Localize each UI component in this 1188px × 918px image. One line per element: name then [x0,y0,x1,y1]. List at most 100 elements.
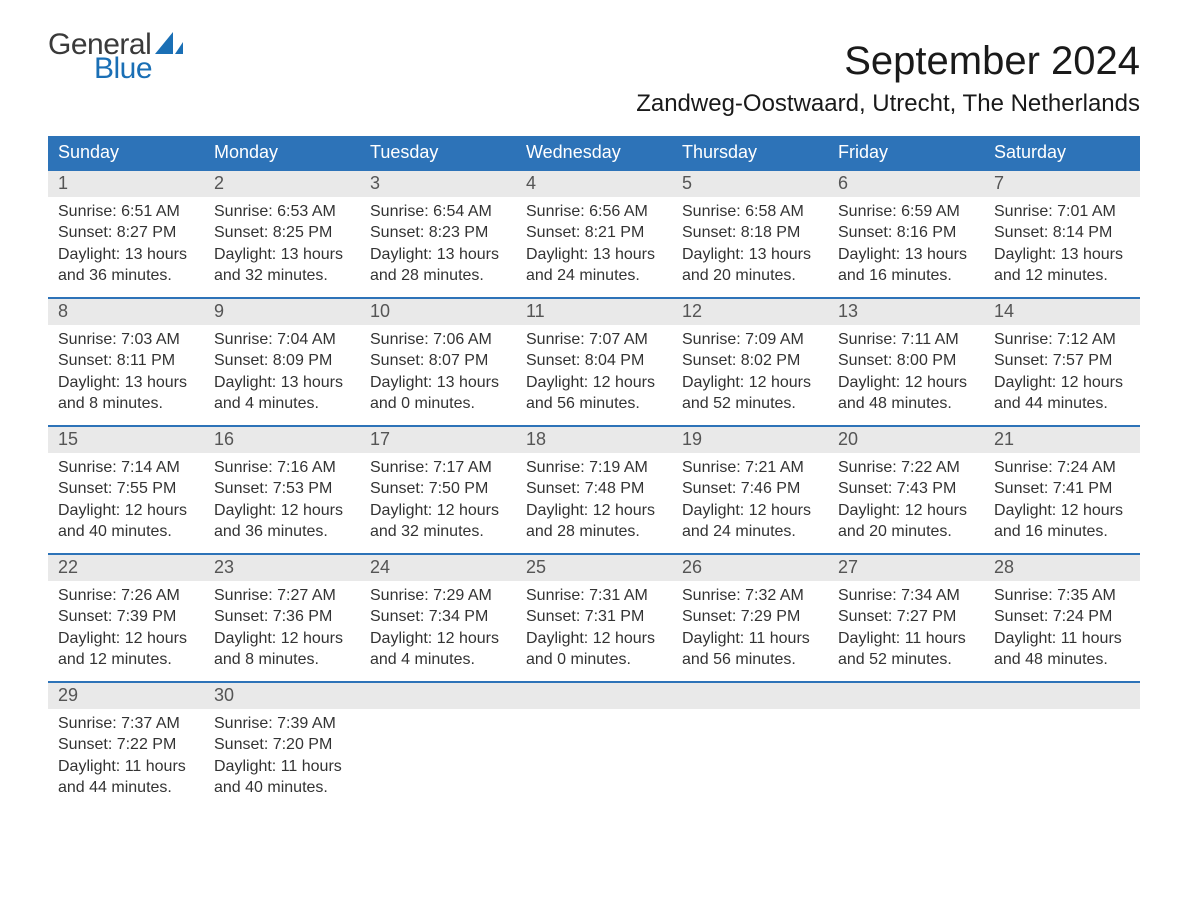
day-number: 8 [48,299,204,325]
day-number: 16 [204,427,360,453]
day-daylight2: and 44 minutes. [58,777,194,799]
day-daylight1: Daylight: 12 hours [682,500,818,522]
col-thursday: Thursday [672,136,828,170]
day-daylight1: Daylight: 13 hours [214,244,350,266]
day-daylight2: and 12 minutes. [994,265,1130,287]
day-sunrise: Sunrise: 7:01 AM [994,201,1130,223]
day-daylight2: and 20 minutes. [682,265,818,287]
day-cell [516,682,672,810]
day-daylight2: and 20 minutes. [838,521,974,543]
col-tuesday: Tuesday [360,136,516,170]
day-cell [672,682,828,810]
day-daylight2: and 52 minutes. [838,649,974,671]
day-daylight2: and 16 minutes. [994,521,1130,543]
day-sunset: Sunset: 7:57 PM [994,350,1130,372]
day-sunset: Sunset: 7:20 PM [214,734,350,756]
day-sunrise: Sunrise: 7:26 AM [58,585,194,607]
logo: General Blue [48,30,183,84]
day-daylight1: Daylight: 12 hours [526,628,662,650]
day-cell: 6Sunrise: 6:59 AMSunset: 8:16 PMDaylight… [828,170,984,298]
day-content: Sunrise: 7:01 AMSunset: 8:14 PMDaylight:… [984,197,1140,297]
day-daylight2: and 4 minutes. [370,649,506,671]
day-cell: 8Sunrise: 7:03 AMSunset: 8:11 PMDaylight… [48,298,204,426]
day-number: 18 [516,427,672,453]
col-monday: Monday [204,136,360,170]
day-sunset: Sunset: 7:46 PM [682,478,818,500]
day-cell: 12Sunrise: 7:09 AMSunset: 8:02 PMDayligh… [672,298,828,426]
day-cell [360,682,516,810]
day-daylight1: Daylight: 12 hours [526,372,662,394]
month-title: September 2024 [844,39,1140,84]
day-sunset: Sunset: 8:09 PM [214,350,350,372]
day-sunset: Sunset: 8:21 PM [526,222,662,244]
day-cell: 14Sunrise: 7:12 AMSunset: 7:57 PMDayligh… [984,298,1140,426]
day-cell: 5Sunrise: 6:58 AMSunset: 8:18 PMDaylight… [672,170,828,298]
day-daylight1: Daylight: 12 hours [682,372,818,394]
day-sunrise: Sunrise: 7:09 AM [682,329,818,351]
day-cell: 30Sunrise: 7:39 AMSunset: 7:20 PMDayligh… [204,682,360,810]
day-sunrise: Sunrise: 7:35 AM [994,585,1130,607]
day-content: Sunrise: 6:56 AMSunset: 8:21 PMDaylight:… [516,197,672,297]
calendar-head: Sunday Monday Tuesday Wednesday Thursday… [48,136,1140,170]
day-daylight2: and 8 minutes. [58,393,194,415]
day-daylight2: and 0 minutes. [370,393,506,415]
day-daylight2: and 56 minutes. [526,393,662,415]
day-content: Sunrise: 7:29 AMSunset: 7:34 PMDaylight:… [360,581,516,681]
day-daylight1: Daylight: 11 hours [682,628,818,650]
col-friday: Friday [828,136,984,170]
day-cell: 19Sunrise: 7:21 AMSunset: 7:46 PMDayligh… [672,426,828,554]
day-sunrise: Sunrise: 7:24 AM [994,457,1130,479]
day-sunset: Sunset: 8:02 PM [682,350,818,372]
day-sunrise: Sunrise: 7:22 AM [838,457,974,479]
day-sunrise: Sunrise: 6:54 AM [370,201,506,223]
day-sunset: Sunset: 8:27 PM [58,222,194,244]
day-daylight1: Daylight: 11 hours [994,628,1130,650]
day-sunset: Sunset: 8:18 PM [682,222,818,244]
day-number: 17 [360,427,516,453]
day-number: 23 [204,555,360,581]
day-number: 3 [360,171,516,197]
day-content: Sunrise: 7:09 AMSunset: 8:02 PMDaylight:… [672,325,828,425]
day-cell: 25Sunrise: 7:31 AMSunset: 7:31 PMDayligh… [516,554,672,682]
day-cell: 23Sunrise: 7:27 AMSunset: 7:36 PMDayligh… [204,554,360,682]
day-content: Sunrise: 7:03 AMSunset: 8:11 PMDaylight:… [48,325,204,425]
day-sunset: Sunset: 8:00 PM [838,350,974,372]
day-cell: 22Sunrise: 7:26 AMSunset: 7:39 PMDayligh… [48,554,204,682]
day-daylight1: Daylight: 12 hours [370,628,506,650]
day-cell [984,682,1140,810]
day-number: 20 [828,427,984,453]
day-number: 4 [516,171,672,197]
day-number: 12 [672,299,828,325]
day-sunset: Sunset: 8:16 PM [838,222,974,244]
day-sunrise: Sunrise: 7:19 AM [526,457,662,479]
day-daylight1: Daylight: 11 hours [214,756,350,778]
day-sunset: Sunset: 7:43 PM [838,478,974,500]
day-number: 7 [984,171,1140,197]
day-content: Sunrise: 6:53 AMSunset: 8:25 PMDaylight:… [204,197,360,297]
day-daylight1: Daylight: 12 hours [58,500,194,522]
day-content: Sunrise: 7:26 AMSunset: 7:39 PMDaylight:… [48,581,204,681]
col-wednesday: Wednesday [516,136,672,170]
day-daylight2: and 4 minutes. [214,393,350,415]
day-sunset: Sunset: 7:29 PM [682,606,818,628]
day-number: 9 [204,299,360,325]
day-sunset: Sunset: 7:22 PM [58,734,194,756]
day-cell: 28Sunrise: 7:35 AMSunset: 7:24 PMDayligh… [984,554,1140,682]
day-number: 1 [48,171,204,197]
day-content: Sunrise: 6:54 AMSunset: 8:23 PMDaylight:… [360,197,516,297]
day-cell: 1Sunrise: 6:51 AMSunset: 8:27 PMDaylight… [48,170,204,298]
day-cell: 26Sunrise: 7:32 AMSunset: 7:29 PMDayligh… [672,554,828,682]
day-daylight2: and 40 minutes. [58,521,194,543]
day-content: Sunrise: 7:34 AMSunset: 7:27 PMDaylight:… [828,581,984,681]
day-daylight2: and 24 minutes. [682,521,818,543]
day-sunset: Sunset: 7:39 PM [58,606,194,628]
day-daylight2: and 56 minutes. [682,649,818,671]
day-daylight1: Daylight: 12 hours [58,628,194,650]
day-daylight2: and 32 minutes. [370,521,506,543]
day-sunrise: Sunrise: 6:59 AM [838,201,974,223]
day-number [984,683,1140,709]
day-sunrise: Sunrise: 6:56 AM [526,201,662,223]
day-number: 13 [828,299,984,325]
day-sunset: Sunset: 7:53 PM [214,478,350,500]
day-daylight1: Daylight: 13 hours [58,372,194,394]
